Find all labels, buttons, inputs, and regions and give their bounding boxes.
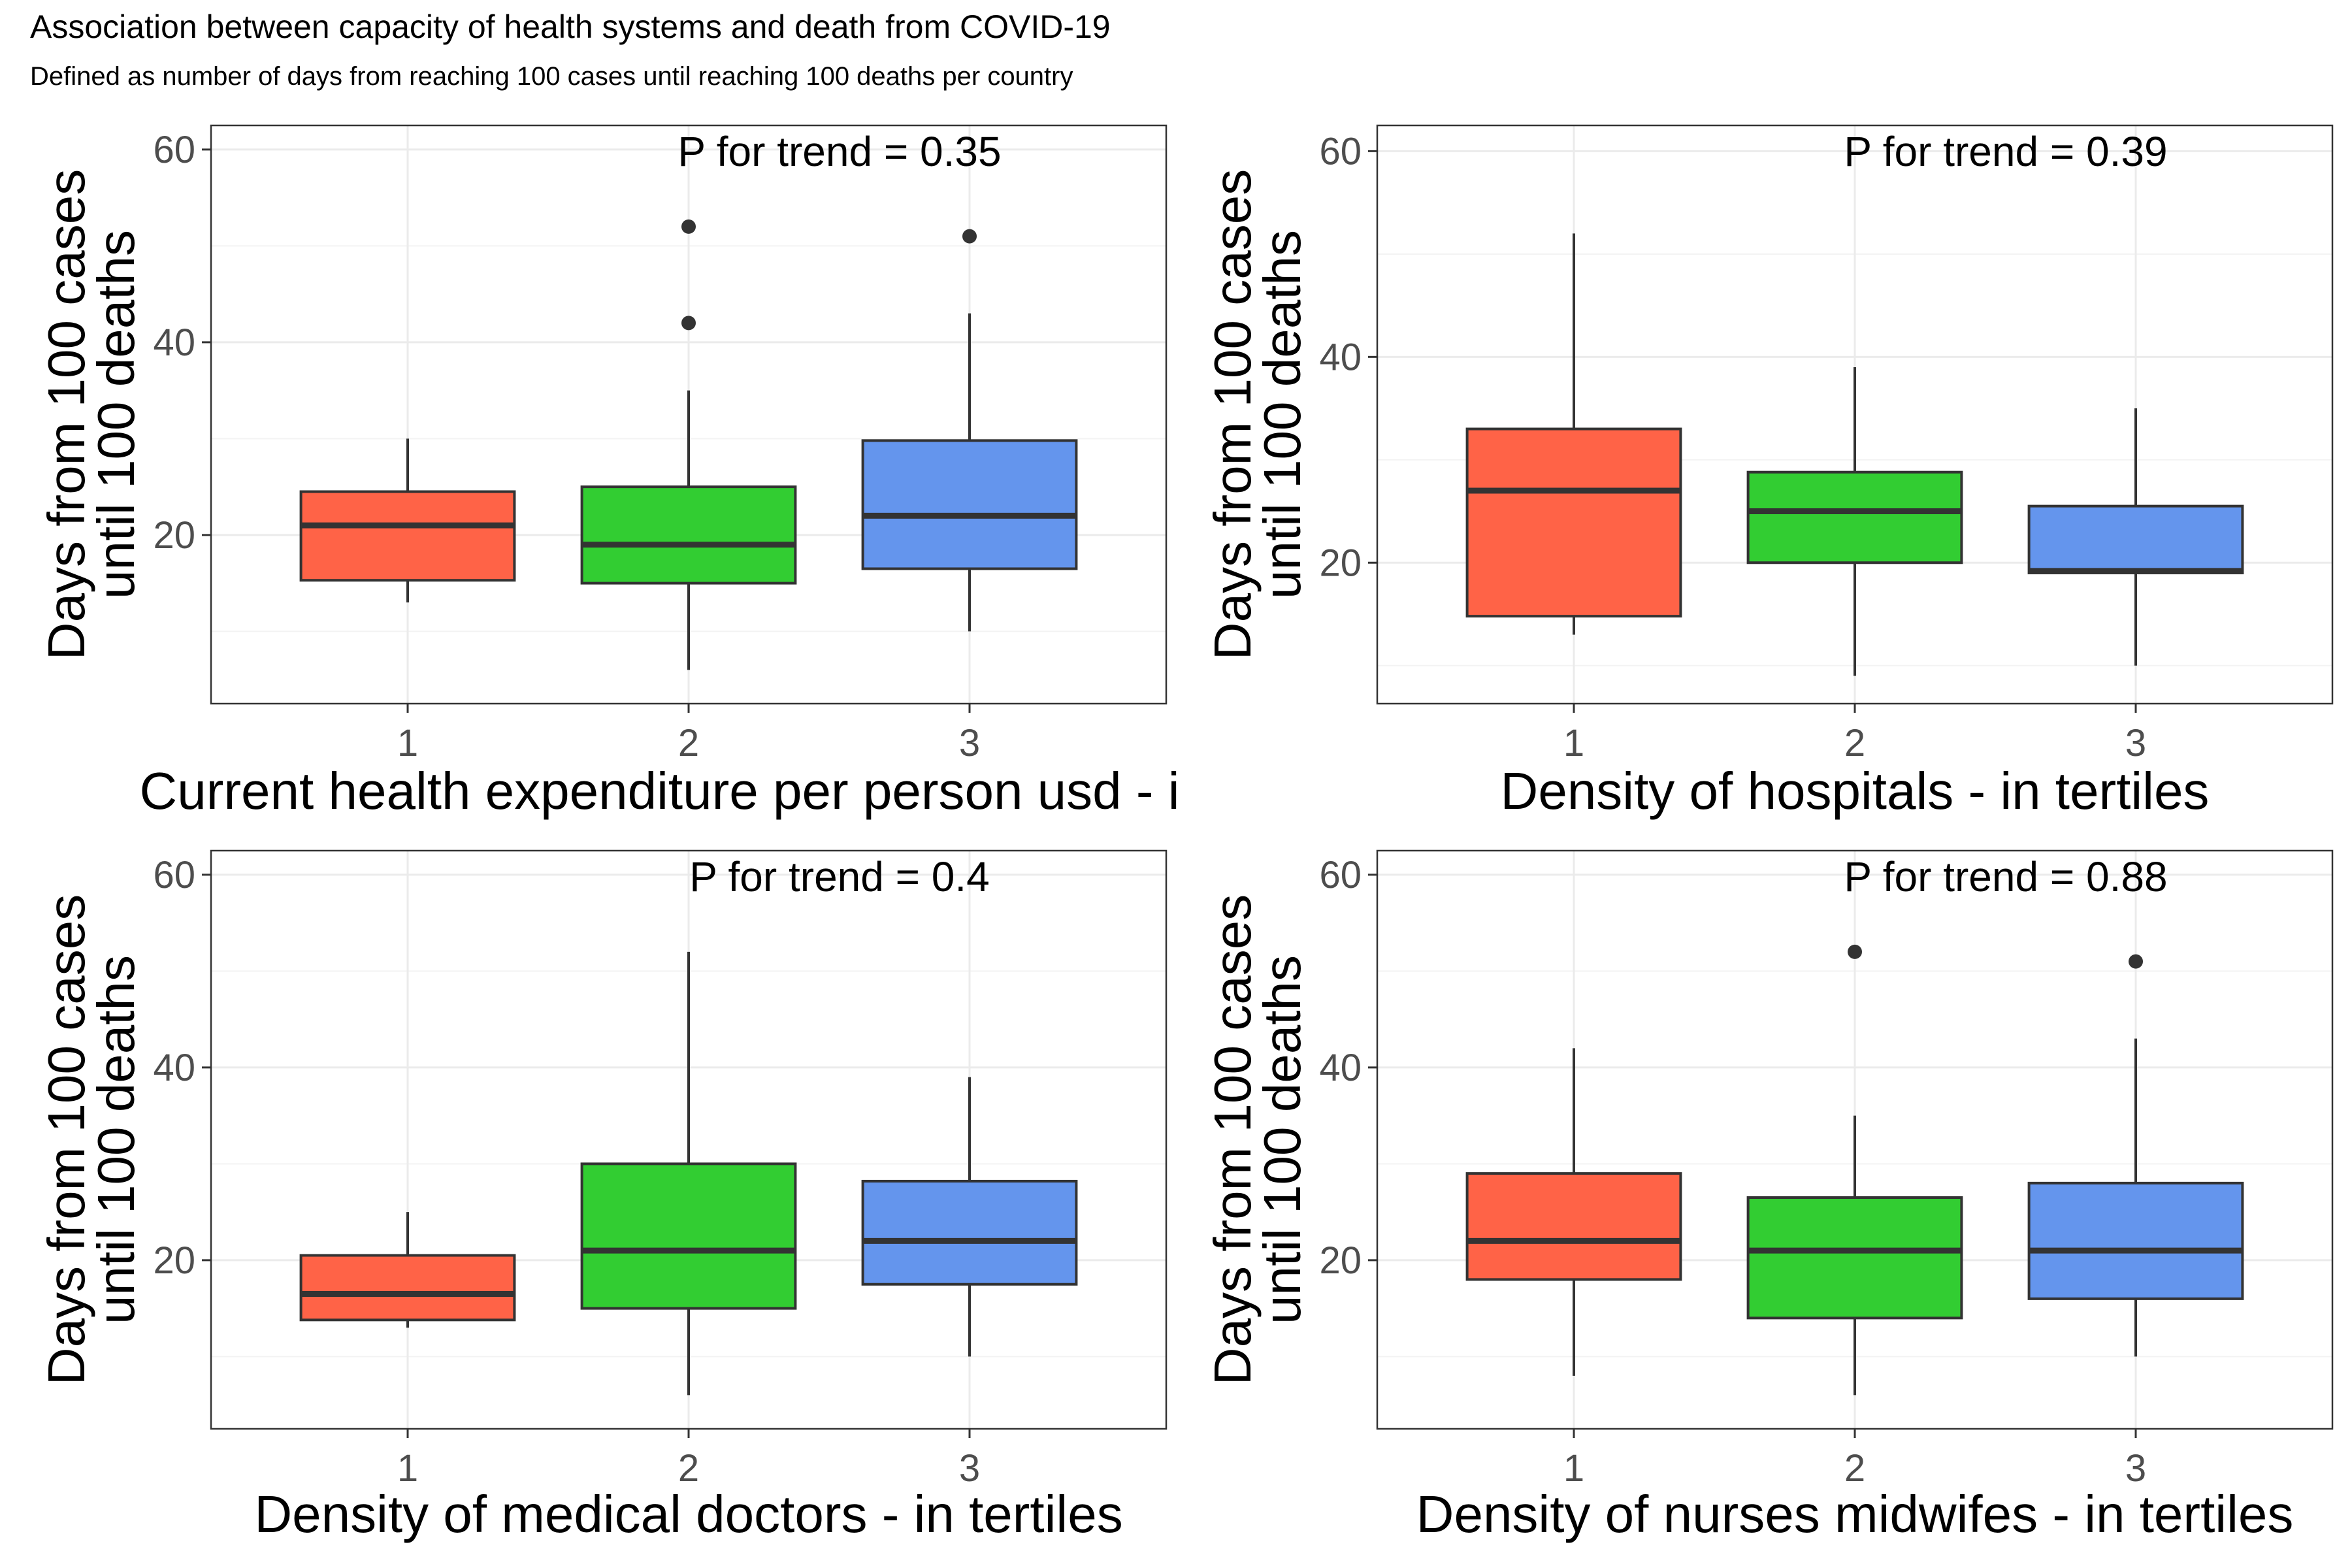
panels: 20 40 60 1 2 3 P for trend = 0.35 Current healt… [37, 124, 2334, 1543]
y-axis-title: Days from 100 casesuntil 100 deaths [37, 169, 145, 660]
x-axis-title: Current health expenditure per person us… [140, 762, 1238, 820]
box-iqr [2027, 1181, 2244, 1300]
y-axis-title-line: until 100 deaths [1253, 955, 1311, 1324]
box-iqr [299, 1254, 516, 1322]
p-trend-annotation: P for trend = 0.35 [678, 128, 1001, 175]
x-axis-title: Density of medical doctors - in tertiles [254, 1485, 1122, 1543]
box-tertile-2 [1746, 367, 1963, 676]
x-tick-label: 2 [678, 722, 699, 764]
y-tick-label: 20 [153, 1239, 195, 1282]
x-tick-label: 2 [1844, 1447, 1865, 1490]
y-axis-title-line: until 100 deaths [1253, 230, 1311, 599]
outlier-point [962, 229, 977, 244]
y-axis-title-line: Days from 100 cases [37, 894, 95, 1385]
panel-1: 20 40 60 1 2 3 P for trend = 0.35 Current healt… [37, 124, 1238, 820]
x-axis-title: Density of hospitals - in tertiles [1501, 762, 2210, 820]
p-trend-annotation: P for trend = 0.4 [689, 853, 990, 900]
box-tertile-2 [580, 951, 797, 1396]
box-tertile-1 [1465, 233, 1682, 635]
box-iqr [861, 1179, 1078, 1286]
outlier-point [2129, 954, 2143, 969]
box-tertile-2 [1746, 944, 1963, 1396]
y-tick-label: 60 [1319, 130, 1362, 172]
p-trend-annotation: P for trend = 0.39 [1844, 128, 2167, 175]
x-tick-label: 3 [2125, 722, 2146, 764]
box-tertile-1 [299, 1212, 516, 1328]
y-axis-title-line: Days from 100 cases [37, 169, 95, 660]
y-tick-label: 20 [1319, 1239, 1362, 1282]
x-tick-label: 1 [397, 722, 418, 764]
y-axis-title: Days from 100 casesuntil 100 deaths [1203, 169, 1311, 660]
x-tick-label: 2 [1844, 722, 1865, 764]
y-axis-title-line: until 100 deaths [87, 230, 145, 599]
panel-4: 20 40 60 1 2 3 P for trend = 0.88 Density of nu… [1203, 849, 2334, 1543]
y-tick-label: 60 [1319, 854, 1362, 896]
box-tertile-1 [299, 438, 516, 603]
box-iqr [1746, 470, 1963, 564]
y-axis-title-line: Days from 100 cases [1203, 894, 1262, 1385]
x-tick-label: 3 [959, 1447, 980, 1490]
box-tertile-2 [580, 219, 797, 670]
box-tertile-3 [2027, 408, 2244, 666]
y-tick-label: 40 [1319, 1047, 1362, 1089]
y-axis-title: Days from 100 casesuntil 100 deaths [1203, 894, 1311, 1385]
y-tick-label: 60 [153, 129, 195, 171]
box-iqr [580, 1162, 797, 1310]
figure-subtitle: Defined as number of days from reaching … [30, 62, 1073, 91]
box-iqr [2027, 504, 2244, 575]
y-tick-label: 20 [153, 514, 195, 557]
box-tertile-3 [861, 229, 1078, 632]
box-tertile-3 [2027, 954, 2244, 1357]
y-tick-label: 40 [1319, 336, 1362, 378]
outlier-point [681, 219, 696, 234]
x-tick-label: 1 [1563, 1447, 1584, 1490]
y-tick-label: 60 [153, 854, 195, 896]
x-tick-label: 3 [2125, 1447, 2146, 1490]
x-tick-label: 1 [1563, 722, 1584, 764]
x-axis-title: Density of nurses midwifes - in tertiles [1416, 1485, 2294, 1543]
y-tick-label: 40 [153, 1047, 195, 1089]
p-trend-annotation: P for trend = 0.88 [1844, 853, 2167, 900]
box-iqr [1465, 427, 1682, 618]
box-iqr [1465, 1172, 1682, 1281]
box-iqr [299, 490, 516, 582]
outlier-point [681, 316, 696, 331]
y-axis-title-line: Days from 100 cases [1203, 169, 1262, 660]
y-axis-title-line: until 100 deaths [87, 955, 145, 1324]
box-iqr [1746, 1196, 1963, 1320]
y-tick-label: 40 [153, 321, 195, 364]
box-tertile-3 [861, 1077, 1078, 1357]
outlier-point [1848, 944, 1862, 959]
box-tertile-1 [1465, 1048, 1682, 1376]
box-iqr [861, 439, 1078, 570]
figure-title: Association between capacity of health s… [30, 8, 1111, 45]
x-tick-label: 3 [959, 722, 980, 764]
y-axis-title: Days from 100 casesuntil 100 deaths [37, 894, 145, 1385]
box-iqr [580, 485, 797, 585]
x-tick-label: 2 [678, 1447, 699, 1490]
x-tick-label: 1 [397, 1447, 418, 1490]
y-tick-label: 20 [1319, 542, 1362, 584]
panel-2: 20 40 60 1 2 3 P for trend = 0.39 Density of ho… [1203, 124, 2334, 820]
panel-3: 20 40 60 1 2 3 P for trend = 0.4 Density of med… [37, 849, 1168, 1543]
